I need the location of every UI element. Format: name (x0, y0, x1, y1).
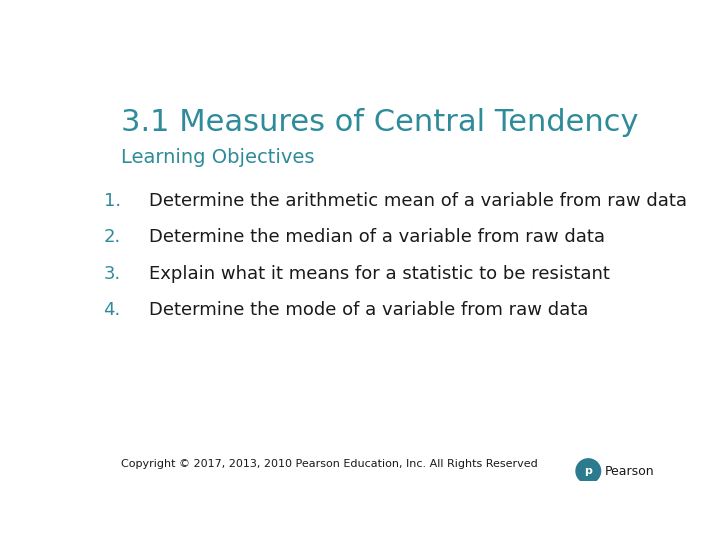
Text: Determine the mode of a variable from raw data: Determine the mode of a variable from ra… (148, 301, 588, 319)
Text: Learning Objectives: Learning Objectives (121, 148, 314, 167)
Text: p: p (585, 466, 593, 476)
Text: 2.: 2. (104, 228, 121, 246)
Ellipse shape (576, 459, 600, 483)
Text: 3.1 Measures of Central Tendency: 3.1 Measures of Central Tendency (121, 109, 638, 138)
Text: Explain what it means for a statistic to be resistant: Explain what it means for a statistic to… (148, 265, 609, 283)
Text: Determine the arithmetic mean of a variable from raw data: Determine the arithmetic mean of a varia… (148, 192, 687, 210)
Text: Pearson: Pearson (605, 464, 654, 477)
Text: 4.: 4. (104, 301, 121, 319)
Text: Determine the median of a variable from raw data: Determine the median of a variable from … (148, 228, 605, 246)
Text: 1.: 1. (104, 192, 121, 210)
Text: 3.: 3. (104, 265, 121, 283)
Text: Copyright © 2017, 2013, 2010 Pearson Education, Inc. All Rights Reserved: Copyright © 2017, 2013, 2010 Pearson Edu… (121, 459, 537, 469)
